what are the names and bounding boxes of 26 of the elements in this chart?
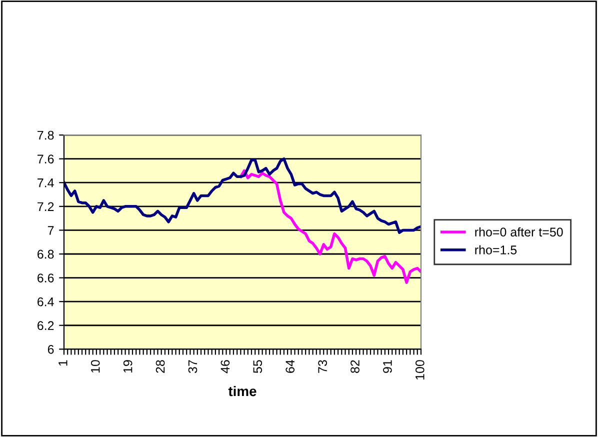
y-tick-label: 6.2	[38, 321, 54, 330]
x-tick-label: 37	[188, 360, 198, 374]
x-tick-label: 64	[286, 360, 295, 373]
x-tick-label: 73	[318, 360, 327, 373]
y-tick-label: 7.8	[38, 130, 54, 140]
x-tick-label: 19	[123, 360, 132, 373]
x-tick-label: 55	[253, 360, 262, 373]
x-tick-label: 28	[156, 360, 165, 373]
y-tick-label: 6.8	[38, 250, 54, 259]
legend-label: rho=0 after t=50	[475, 227, 563, 236]
y-tick-label: 7.2	[38, 202, 54, 211]
y-tick-label: 7	[48, 226, 54, 235]
y-tick-label: 7.6	[38, 154, 54, 164]
x-tick-label: 82	[350, 360, 360, 373]
y-tick-label: 6.6	[38, 274, 54, 282]
y-tick-label: 7.4	[38, 178, 54, 188]
x-axis-title: time	[228, 386, 256, 396]
y-tick-label: 6.4	[38, 297, 54, 306]
legend-label: rho=1.5	[475, 245, 517, 254]
x-tick-label: 46	[220, 360, 230, 374]
line-series	[239, 169, 421, 284]
x-tick-label: 10	[90, 360, 100, 373]
x-tick-label: 1	[58, 360, 68, 366]
x-tick-label: 100	[415, 360, 424, 380]
y-tick-label: 6	[48, 344, 54, 354]
x-tick-label: 91	[383, 360, 392, 373]
